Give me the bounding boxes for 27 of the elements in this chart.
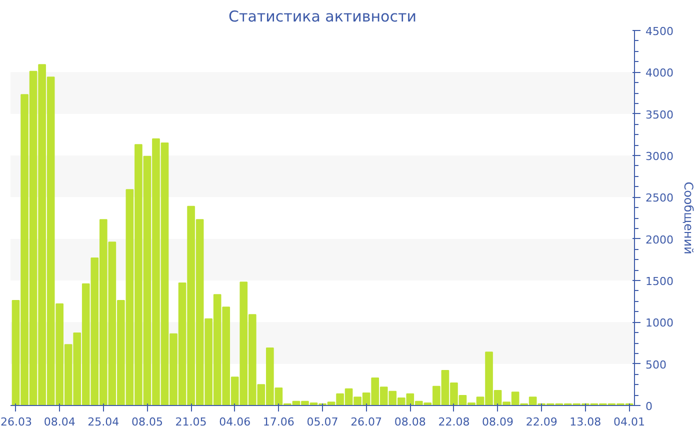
y-tick-label: 2500 — [646, 192, 674, 205]
x-tick-label: 08.09 — [482, 416, 514, 428]
y-tick-label: 1000 — [646, 316, 674, 330]
x-tick-label: 25.04 — [88, 416, 120, 428]
x-tick-label: 08.05 — [131, 416, 163, 428]
x-tick-label: 05.07 — [306, 416, 338, 428]
y-axis-title: Сообщений — [681, 182, 696, 254]
x-tick-label: 22.08 — [438, 416, 470, 428]
x-tick-label: 13.08 — [570, 416, 602, 428]
y-tick-label: 3500 — [646, 108, 674, 122]
y-tick-label: 500 — [646, 358, 666, 372]
chart-title: Статистика активности — [228, 8, 416, 26]
x-tick-label: 04.06 — [219, 416, 251, 428]
y-tick-label: 2000 — [646, 233, 674, 246]
x-tick-label: 04.01 — [613, 416, 645, 428]
y-tick-label: 3000 — [646, 150, 674, 163]
y-tick-label: 0 — [646, 400, 652, 413]
x-tick-label: 26.07 — [350, 416, 382, 428]
y-tick-label: 4000 — [646, 66, 674, 80]
x-tick-label: 08.04 — [44, 416, 76, 428]
y-tick-label: 1500 — [646, 275, 674, 288]
x-tick-label: 08.08 — [394, 416, 426, 428]
x-tick-label: 26.03 — [0, 416, 32, 428]
y-tick-label: 4500 — [646, 25, 674, 38]
x-tick-label: 17.06 — [262, 416, 294, 428]
x-tick-label: 22.09 — [526, 416, 558, 428]
x-tick-label: 21.05 — [175, 416, 207, 428]
